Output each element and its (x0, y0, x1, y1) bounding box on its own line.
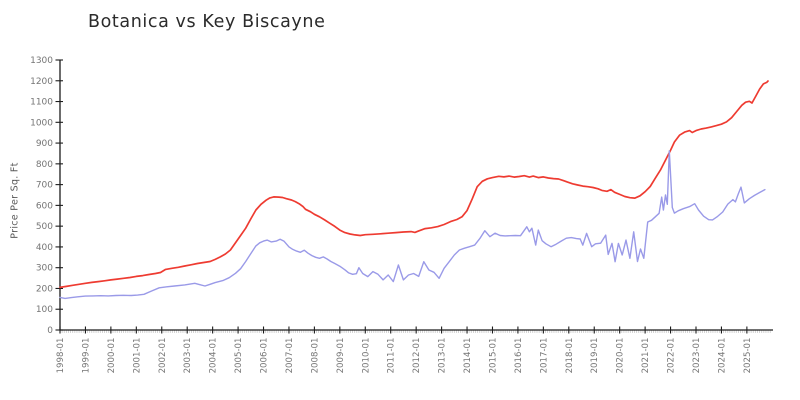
y-tick-label: 400 (36, 243, 53, 253)
x-tick-label: 2010-01 (361, 338, 371, 374)
y-tick-label: 800 (36, 160, 53, 170)
y-tick-label: 100 (36, 305, 53, 315)
x-tick-label: 2013-01 (438, 338, 448, 374)
x-tick-label: 1999-01 (81, 338, 91, 374)
y-tick-label: 200 (36, 284, 53, 294)
chart-title: Botanica vs Key Biscayne (88, 12, 326, 32)
x-tick-label: 2001-01 (132, 338, 142, 374)
y-tick-label: 700 (36, 181, 53, 191)
x-tick-label: 2004-01 (209, 338, 219, 374)
y-tick-label: 300 (36, 264, 53, 274)
x-tick-label: 2008-01 (310, 338, 320, 374)
x-tick-label: 2024-01 (717, 338, 727, 374)
x-tick-label: 2005-01 (234, 338, 244, 374)
x-tick-label: 2016-01 (514, 338, 524, 374)
x-tick-label: 2021-01 (641, 338, 651, 374)
x-tick-label: 2019-01 (590, 338, 600, 374)
x-tick-label: 2002-01 (158, 338, 168, 374)
x-tick-label: 1998-01 (56, 338, 66, 374)
x-tick-label: 2009-01 (336, 338, 346, 374)
x-tick-label: 2020-01 (616, 338, 626, 374)
x-tick-label: 2022-01 (667, 338, 677, 374)
x-tick-label: 2017-01 (539, 338, 549, 374)
x-tick-label: 2003-01 (183, 338, 193, 374)
x-tick-label: 2011-01 (387, 338, 397, 374)
x-tick-label: 2000-01 (107, 338, 117, 374)
y-tick-label: 600 (36, 201, 53, 211)
red-line (59, 80, 769, 289)
x-tick-label: 2018-01 (565, 338, 575, 374)
y-tick-label: 1000 (30, 118, 53, 128)
y-axis-label: Price Per Sq. Ft (9, 162, 21, 239)
y-tick-label: 900 (36, 139, 53, 149)
y-tick-label: 1300 (30, 56, 53, 66)
y-tick-label: 1100 (30, 98, 53, 108)
x-tick-label: 2006-01 (260, 338, 270, 374)
x-tick-label: 2015-01 (488, 337, 498, 373)
x-tick-label: 2025-01 (743, 338, 753, 374)
y-tick-label: 0 (47, 326, 53, 336)
x-tick-label: 2023-01 (692, 338, 702, 374)
x-tick-label: 2012-01 (412, 338, 422, 374)
x-tick-label: 2014-01 (463, 338, 473, 374)
blue-line (59, 150, 766, 300)
y-tick-label: 1200 (30, 77, 53, 87)
y-tick-label: 500 (36, 222, 53, 232)
x-tick-label: 2007-01 (285, 338, 295, 374)
